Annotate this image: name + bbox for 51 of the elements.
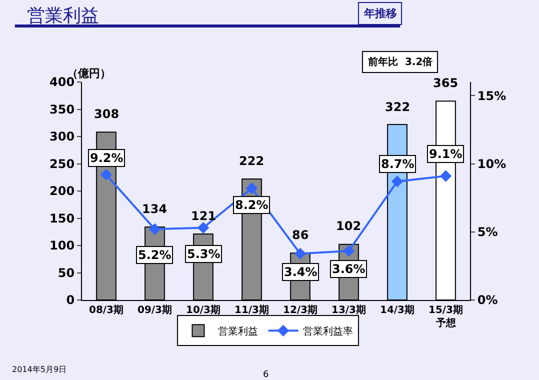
- data-label: 3.6%: [332, 262, 366, 276]
- y-tick-label: 150: [50, 211, 75, 226]
- x-tick-label: 13/3期: [331, 304, 366, 316]
- y2-tick-label: 10%: [477, 156, 506, 171]
- point: [148, 223, 161, 235]
- point: [391, 176, 404, 188]
- x-tick-label: 12/3期: [282, 304, 318, 316]
- point: [294, 248, 306, 260]
- y-tick-label: 100: [50, 238, 75, 253]
- data-label: 9.2%: [90, 151, 124, 165]
- data-label: 5.2%: [138, 248, 172, 262]
- data-label: 365: [433, 76, 458, 90]
- data-label: 308: [94, 107, 120, 121]
- y-tick-label: 250: [50, 156, 75, 171]
- y-tick-label: 300: [50, 130, 75, 144]
- text: 6: [263, 370, 269, 380]
- x-tick-label: 14/3期: [380, 304, 415, 316]
- data-label: 9.1%: [429, 147, 462, 161]
- y-tick-label: 200: [50, 184, 75, 198]
- text: 前年比 3.2倍: [367, 56, 433, 68]
- data-label: 134: [142, 202, 168, 216]
- x-tick-label: 11/3期: [234, 304, 270, 316]
- point: [100, 168, 112, 180]
- data-label: 86: [292, 228, 309, 242]
- x-tick-label: 15/3期予想: [428, 304, 464, 329]
- data-label: 121: [191, 209, 216, 223]
- text: 年推移: [363, 7, 397, 20]
- legend-label: 営業利益: [218, 326, 258, 338]
- y-tick-label: 0: [66, 293, 75, 308]
- y2-tick-label: 5%: [477, 225, 498, 240]
- data-label: 222: [239, 154, 264, 168]
- x-tick-label: 09/3期: [137, 304, 172, 316]
- data-label: 102: [336, 219, 362, 233]
- point: [197, 222, 210, 234]
- x-tick-label: 10/3期: [186, 304, 221, 316]
- chart-title: 営業利益: [26, 6, 99, 26]
- data-label: 8.2%: [235, 198, 268, 212]
- point: [440, 170, 452, 182]
- data-label: 8.7%: [381, 157, 414, 171]
- y2-tick-label: 0%: [477, 293, 498, 308]
- x-tick-label: 08/3期: [88, 304, 124, 316]
- data-label: 3.4%: [284, 265, 318, 279]
- data-label: 5.3%: [187, 247, 220, 261]
- legend-label: 営業利益率: [303, 326, 354, 338]
- y2-tick-label: 15%: [477, 88, 506, 103]
- y-tick-label: 50: [58, 266, 75, 280]
- text: 2014年5月9日: [12, 365, 67, 374]
- y-tick-label: 350: [50, 102, 75, 116]
- point: [342, 245, 355, 257]
- point: [246, 182, 258, 194]
- data-label: 322: [385, 100, 410, 114]
